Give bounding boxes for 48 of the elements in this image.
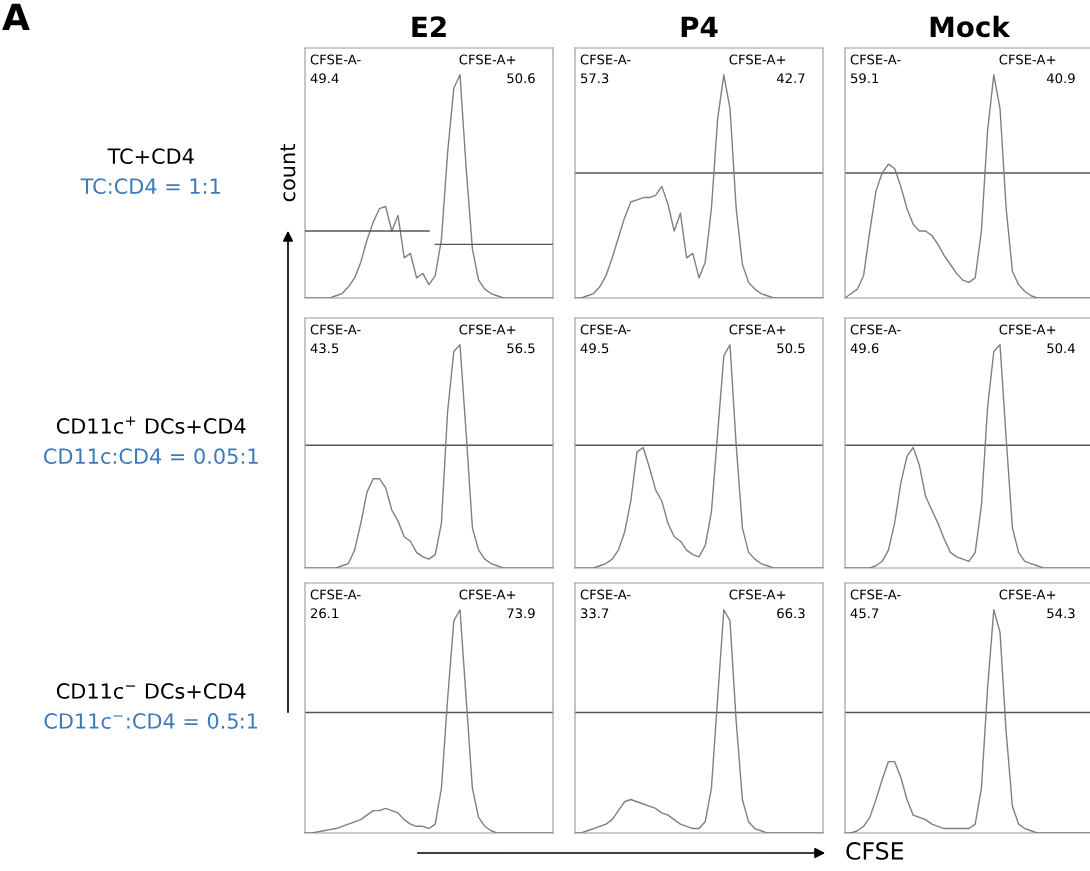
- chart-title: P4: [681, 16, 718, 37]
- y-axis-title: count: [280, 144, 296, 202]
- text: CFSE-A+: [459, 54, 516, 65]
- text: CFSE-A+: [999, 589, 1056, 600]
- text: A: [2, 3, 30, 30]
- annotation: 49.6: [850, 343, 879, 354]
- x-axis-title: CFSE: [846, 841, 904, 860]
- annotation: 66.3: [777, 608, 805, 619]
- text: CFSE-A-: [310, 589, 361, 600]
- text: CFSE-A-: [580, 589, 631, 600]
- annotation: 50.5: [777, 343, 805, 354]
- annotation: 26.1: [310, 608, 339, 619]
- text: CFSE-A-: [310, 324, 361, 335]
- text: CFSE-A+: [999, 54, 1056, 65]
- text: CFSE-A+: [729, 324, 786, 335]
- annotation: 49.4: [310, 73, 339, 84]
- annotation: 43.5: [310, 343, 339, 354]
- text: CD11c$^{−}$:CD4 = 0.5:1: [44, 713, 258, 729]
- annotation: 54.3: [1047, 608, 1075, 619]
- annotation: 50.4: [1047, 343, 1075, 354]
- annotation: 50.6: [507, 73, 535, 84]
- text: CFSE-A-: [580, 324, 631, 335]
- text: CFSE-A+: [459, 589, 516, 600]
- chart-title: Mock: [930, 15, 1011, 38]
- annotation: 56.5: [507, 343, 535, 354]
- text: CD11c:CD4 = 0.05:1: [44, 448, 258, 465]
- text: CFSE-A-: [850, 589, 901, 600]
- text: CD11c$^{+}$ DCs+CD4: [56, 416, 246, 434]
- annotation: 33.7: [580, 608, 609, 619]
- annotation: 42.7: [776, 73, 805, 84]
- chart-title: E2: [412, 16, 446, 37]
- text: CFSE-A-: [850, 324, 901, 335]
- text: TC+CD4: [107, 148, 194, 165]
- annotation: 57.3: [580, 73, 609, 84]
- text: TC:CD4 = 1:1: [80, 178, 220, 195]
- text: CFSE-A+: [729, 54, 786, 65]
- text: CFSE-A-: [310, 54, 361, 65]
- text: CFSE-A+: [999, 324, 1056, 335]
- text: CD11c$^{−}$ DCs+CD4: [56, 683, 246, 699]
- text: CFSE-A-: [850, 54, 901, 65]
- text: CFSE-A-: [580, 54, 631, 65]
- annotation: 45.7: [850, 608, 879, 619]
- annotation: 59.1: [850, 73, 879, 84]
- annotation: 40.9: [1046, 73, 1075, 84]
- text: CFSE-A+: [729, 589, 786, 600]
- annotation: 49.5: [580, 343, 609, 354]
- text: CFSE-A+: [459, 324, 516, 335]
- annotation: 73.9: [507, 608, 535, 619]
